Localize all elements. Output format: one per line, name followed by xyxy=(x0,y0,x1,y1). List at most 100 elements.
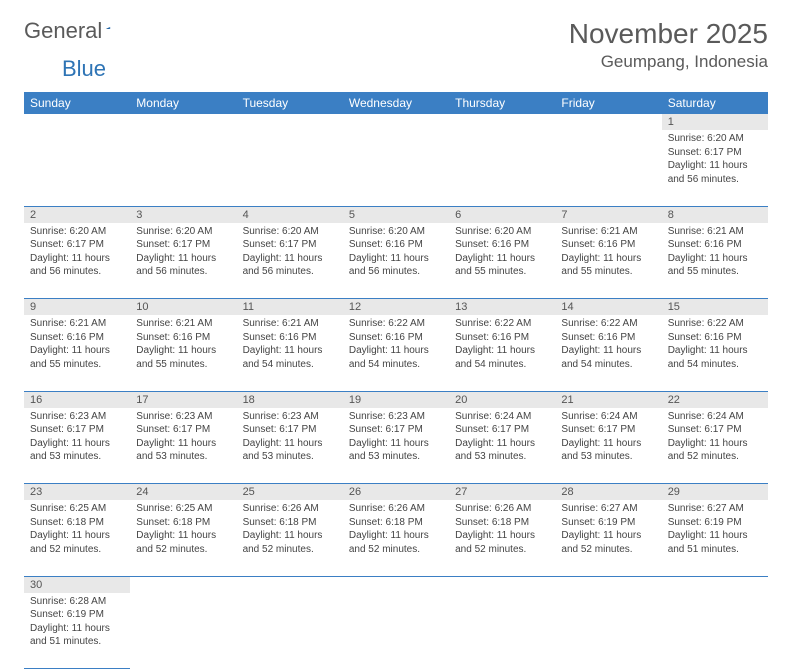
calendar-table: SundayMondayTuesdayWednesdayThursdayFrid… xyxy=(24,92,768,669)
day-cell: Sunrise: 6:23 AMSunset: 6:17 PMDaylight:… xyxy=(343,408,449,484)
day-cell: Sunrise: 6:25 AMSunset: 6:18 PMDaylight:… xyxy=(24,500,130,576)
day-cell: Sunrise: 6:21 AMSunset: 6:16 PMDaylight:… xyxy=(237,315,343,391)
empty-cell xyxy=(343,593,449,669)
sunrise-line: Sunrise: 6:23 AM xyxy=(349,410,443,424)
day-cell: Sunrise: 6:21 AMSunset: 6:16 PMDaylight:… xyxy=(555,223,661,299)
empty-cell xyxy=(343,114,449,130)
day-number: 1 xyxy=(662,114,768,130)
day-number: 27 xyxy=(449,484,555,501)
sunrise-line: Sunrise: 6:25 AM xyxy=(136,502,230,516)
sunset-line: Sunset: 6:17 PM xyxy=(243,238,337,252)
empty-cell xyxy=(555,114,661,130)
day-cell: Sunrise: 6:23 AMSunset: 6:17 PMDaylight:… xyxy=(237,408,343,484)
day-cell: Sunrise: 6:22 AMSunset: 6:16 PMDaylight:… xyxy=(449,315,555,391)
empty-cell xyxy=(449,576,555,593)
sunset-line: Sunset: 6:16 PM xyxy=(30,331,124,345)
daynum-row: 9101112131415 xyxy=(24,299,768,316)
day-cell: Sunrise: 6:21 AMSunset: 6:16 PMDaylight:… xyxy=(662,223,768,299)
sunset-line: Sunset: 6:17 PM xyxy=(561,423,655,437)
day-details: Sunrise: 6:24 AMSunset: 6:17 PMDaylight:… xyxy=(449,408,555,468)
day-details: Sunrise: 6:27 AMSunset: 6:19 PMDaylight:… xyxy=(662,500,768,560)
day-details: Sunrise: 6:27 AMSunset: 6:19 PMDaylight:… xyxy=(555,500,661,560)
day-details: Sunrise: 6:22 AMSunset: 6:16 PMDaylight:… xyxy=(662,315,768,375)
day-cell: Sunrise: 6:26 AMSunset: 6:18 PMDaylight:… xyxy=(449,500,555,576)
sunrise-line: Sunrise: 6:26 AM xyxy=(243,502,337,516)
day-number: 20 xyxy=(449,391,555,408)
day-cell: Sunrise: 6:20 AMSunset: 6:17 PMDaylight:… xyxy=(130,223,236,299)
daylight-line: Daylight: 11 hours and 54 minutes. xyxy=(668,344,762,371)
content-row: Sunrise: 6:20 AMSunset: 6:17 PMDaylight:… xyxy=(24,130,768,206)
daylight-line: Daylight: 11 hours and 51 minutes. xyxy=(668,529,762,556)
day-details: Sunrise: 6:24 AMSunset: 6:17 PMDaylight:… xyxy=(662,408,768,468)
daylight-line: Daylight: 11 hours and 51 minutes. xyxy=(30,622,124,649)
day-number: 28 xyxy=(555,484,661,501)
daylight-line: Daylight: 11 hours and 52 minutes. xyxy=(668,437,762,464)
weekday-header-row: SundayMondayTuesdayWednesdayThursdayFrid… xyxy=(24,92,768,114)
day-number: 14 xyxy=(555,299,661,316)
day-number: 5 xyxy=(343,206,449,223)
sunrise-line: Sunrise: 6:22 AM xyxy=(561,317,655,331)
day-number: 12 xyxy=(343,299,449,316)
weekday-wednesday: Wednesday xyxy=(343,92,449,114)
logo-flag-icon xyxy=(106,19,111,37)
sunset-line: Sunset: 6:16 PM xyxy=(561,331,655,345)
sunset-line: Sunset: 6:18 PM xyxy=(136,516,230,530)
day-details: Sunrise: 6:20 AMSunset: 6:17 PMDaylight:… xyxy=(237,223,343,283)
sunrise-line: Sunrise: 6:21 AM xyxy=(30,317,124,331)
sunrise-line: Sunrise: 6:20 AM xyxy=(668,132,762,146)
sunset-line: Sunset: 6:17 PM xyxy=(30,238,124,252)
day-number: 30 xyxy=(24,576,130,593)
sunrise-line: Sunrise: 6:20 AM xyxy=(243,225,337,239)
empty-cell xyxy=(662,576,768,593)
day-number: 25 xyxy=(237,484,343,501)
sunrise-line: Sunrise: 6:20 AM xyxy=(455,225,549,239)
sunset-line: Sunset: 6:18 PM xyxy=(349,516,443,530)
sunrise-line: Sunrise: 6:25 AM xyxy=(30,502,124,516)
day-cell: Sunrise: 6:22 AMSunset: 6:16 PMDaylight:… xyxy=(662,315,768,391)
sunset-line: Sunset: 6:17 PM xyxy=(136,423,230,437)
empty-cell xyxy=(555,130,661,206)
daylight-line: Daylight: 11 hours and 53 minutes. xyxy=(349,437,443,464)
daylight-line: Daylight: 11 hours and 52 minutes. xyxy=(455,529,549,556)
sunrise-line: Sunrise: 6:24 AM xyxy=(455,410,549,424)
day-details: Sunrise: 6:23 AMSunset: 6:17 PMDaylight:… xyxy=(24,408,130,468)
daynum-row: 2345678 xyxy=(24,206,768,223)
day-number: 13 xyxy=(449,299,555,316)
day-cell: Sunrise: 6:27 AMSunset: 6:19 PMDaylight:… xyxy=(555,500,661,576)
sunset-line: Sunset: 6:19 PM xyxy=(30,608,124,622)
day-number: 15 xyxy=(662,299,768,316)
sunset-line: Sunset: 6:18 PM xyxy=(30,516,124,530)
day-number: 3 xyxy=(130,206,236,223)
sunset-line: Sunset: 6:17 PM xyxy=(668,146,762,160)
day-cell: Sunrise: 6:27 AMSunset: 6:19 PMDaylight:… xyxy=(662,500,768,576)
sunrise-line: Sunrise: 6:22 AM xyxy=(455,317,549,331)
sunset-line: Sunset: 6:16 PM xyxy=(561,238,655,252)
empty-cell xyxy=(343,130,449,206)
sunset-line: Sunset: 6:19 PM xyxy=(561,516,655,530)
daylight-line: Daylight: 11 hours and 52 minutes. xyxy=(349,529,443,556)
day-number: 26 xyxy=(343,484,449,501)
day-number: 9 xyxy=(24,299,130,316)
weekday-monday: Monday xyxy=(130,92,236,114)
sunrise-line: Sunrise: 6:24 AM xyxy=(561,410,655,424)
daylight-line: Daylight: 11 hours and 53 minutes. xyxy=(243,437,337,464)
sunrise-line: Sunrise: 6:26 AM xyxy=(349,502,443,516)
day-details: Sunrise: 6:23 AMSunset: 6:17 PMDaylight:… xyxy=(237,408,343,468)
weekday-saturday: Saturday xyxy=(662,92,768,114)
day-details: Sunrise: 6:23 AMSunset: 6:17 PMDaylight:… xyxy=(130,408,236,468)
daylight-line: Daylight: 11 hours and 56 minutes. xyxy=(349,252,443,279)
day-number: 6 xyxy=(449,206,555,223)
day-details: Sunrise: 6:26 AMSunset: 6:18 PMDaylight:… xyxy=(449,500,555,560)
content-row: Sunrise: 6:25 AMSunset: 6:18 PMDaylight:… xyxy=(24,500,768,576)
sunset-line: Sunset: 6:17 PM xyxy=(668,423,762,437)
empty-cell xyxy=(449,114,555,130)
sunrise-line: Sunrise: 6:28 AM xyxy=(30,595,124,609)
day-cell: Sunrise: 6:24 AMSunset: 6:17 PMDaylight:… xyxy=(555,408,661,484)
day-details: Sunrise: 6:20 AMSunset: 6:17 PMDaylight:… xyxy=(662,130,768,190)
day-details: Sunrise: 6:20 AMSunset: 6:16 PMDaylight:… xyxy=(343,223,449,283)
day-number: 23 xyxy=(24,484,130,501)
empty-cell xyxy=(130,593,236,669)
empty-cell xyxy=(662,593,768,669)
day-number: 8 xyxy=(662,206,768,223)
logo: General xyxy=(24,18,134,44)
